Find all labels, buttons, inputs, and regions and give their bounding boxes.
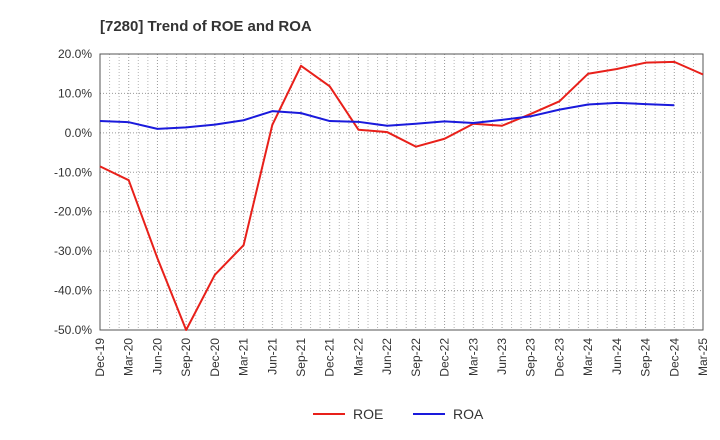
x-tick-label: Dec-23: [552, 338, 566, 377]
x-tick-label: Dec-22: [438, 338, 452, 377]
x-tick-label: Mar-25: [696, 338, 710, 376]
x-tick-label: Jun-21: [265, 338, 279, 375]
x-tick-label: Sep-23: [524, 338, 538, 377]
x-tick-label: Dec-19: [93, 338, 107, 377]
legend-label-roa: ROA: [453, 406, 484, 422]
x-tick-label: Jun-24: [610, 338, 624, 375]
y-tick-label: -40.0%: [54, 284, 92, 298]
plot-background: [100, 54, 703, 330]
x-tick-label: Mar-21: [237, 338, 251, 376]
series-line-roa: [99, 101, 675, 130]
plot-area: 20.0% 10.0% 0.0% -10.0% -20.0% -30.0% -40.0% -5…: [54, 47, 710, 377]
x-tick-label: Mar-20: [122, 338, 136, 376]
x-tick-label: Dec-21: [323, 338, 337, 377]
y-tick-label: -50.0%: [54, 323, 92, 337]
y-tick-label: -10.0%: [54, 165, 92, 179]
y-tick-label: 0.0%: [65, 126, 93, 140]
x-tick-label: Jun-20: [150, 338, 164, 375]
x-tick-label: Dec-24: [667, 338, 681, 377]
legend-label-roe: ROE: [353, 406, 383, 422]
y-tick-label: -30.0%: [54, 244, 92, 258]
x-tick-label: Sep-22: [409, 338, 423, 377]
x-tick-label: Mar-24: [581, 338, 595, 376]
x-tick-label: Sep-20: [179, 338, 193, 377]
x-tick-label: Dec-20: [208, 338, 222, 377]
x-tick-label: Sep-21: [294, 338, 308, 377]
y-tick-label: -20.0%: [54, 205, 92, 219]
y-tick-label: 20.0%: [58, 47, 92, 61]
x-tick-label: Jun-23: [495, 338, 509, 375]
plot-border: [99, 53, 704, 331]
series-line-roe: [99, 60, 704, 331]
x-tick-label: Mar-22: [351, 338, 365, 376]
y-tick-label: 10.0%: [58, 86, 92, 100]
x-tick-label: Jun-22: [380, 338, 394, 375]
legend: ROE ROA: [313, 406, 484, 422]
x-tick-label: Mar-23: [466, 338, 480, 376]
chart-title: [7280] Trend of ROE and ROA: [100, 18, 312, 35]
x-tick-label: Sep-24: [639, 338, 653, 377]
